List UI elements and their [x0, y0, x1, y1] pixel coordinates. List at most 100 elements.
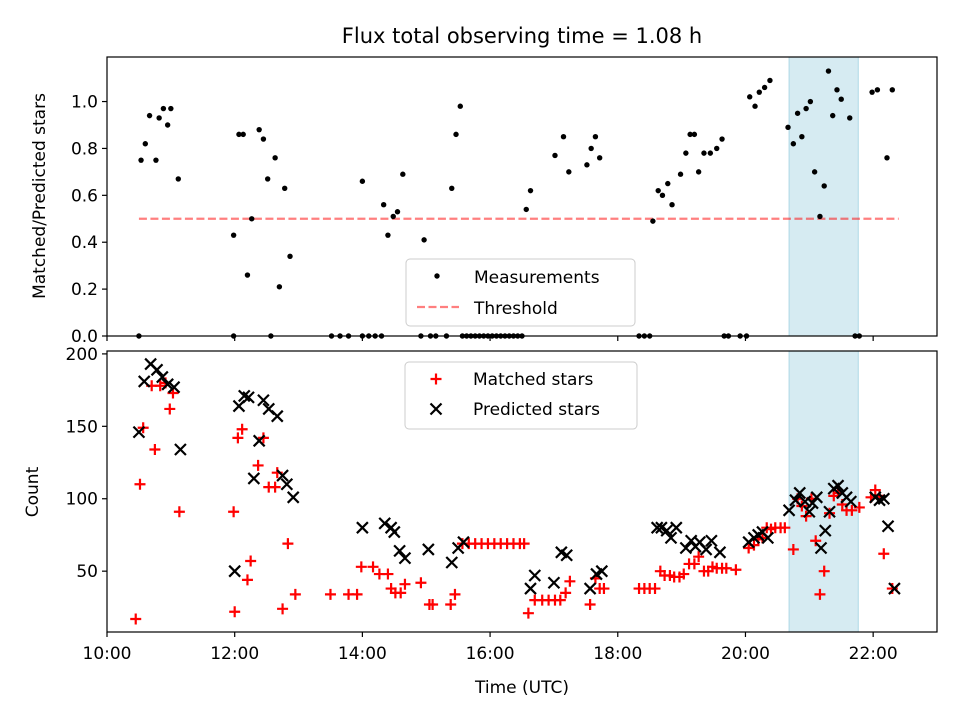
legend-box	[405, 258, 636, 327]
top-panel: 0.0 0.2 0.4 0.6 0.8 1.0 Measurements Threshold	[71, 56, 938, 347]
y-tick-label: 100	[66, 490, 98, 510]
data-point	[272, 155, 278, 161]
data-point	[229, 606, 241, 618]
y-tick-label: 0.2	[71, 280, 98, 300]
data-point	[245, 555, 257, 567]
data-point	[803, 105, 809, 112]
data-point	[761, 531, 775, 545]
data-point	[415, 577, 427, 589]
data-point	[811, 169, 818, 175]
data-point	[881, 519, 895, 533]
data-point	[168, 105, 174, 112]
legend-label-predicted: Predicted stars	[473, 400, 600, 420]
data-point	[869, 89, 875, 95]
data-point	[767, 77, 773, 84]
data-point	[707, 150, 714, 156]
data-point	[803, 505, 816, 519]
legend-marker-predicted	[429, 402, 443, 416]
data-point	[834, 87, 840, 93]
data-point	[789, 493, 802, 507]
data-point	[714, 145, 720, 152]
data-point	[287, 253, 293, 259]
data-point	[422, 543, 435, 556]
data-point	[388, 525, 401, 539]
data-point	[701, 150, 707, 156]
data-point	[228, 564, 241, 578]
data-point	[289, 588, 301, 600]
legend-top: Measurements Threshold	[405, 258, 636, 327]
data-point	[286, 491, 300, 504]
data-point	[825, 68, 832, 74]
data-point	[665, 180, 671, 187]
data-point	[687, 131, 693, 138]
data-point	[752, 103, 758, 109]
data-point	[747, 94, 753, 100]
data-point	[560, 587, 572, 599]
data-point	[650, 521, 664, 534]
data-point	[518, 538, 530, 550]
data-point	[445, 556, 459, 569]
data-point	[649, 583, 661, 595]
data-point	[761, 84, 768, 91]
data-point	[810, 535, 822, 547]
y-tick-label: 0.8	[71, 139, 98, 159]
y-tick-label: 0.6	[71, 186, 98, 206]
data-point	[130, 613, 142, 625]
data-point	[395, 587, 407, 599]
data-point	[584, 598, 596, 610]
data-point	[794, 110, 801, 116]
data-point	[650, 218, 656, 224]
data-point	[457, 103, 463, 109]
series-predicted-stars	[132, 357, 901, 595]
data-point	[730, 564, 742, 576]
data-point	[382, 568, 394, 580]
data-point	[817, 213, 823, 220]
data-point	[823, 505, 836, 519]
data-point	[134, 478, 146, 490]
data-point	[790, 141, 797, 147]
data-point	[244, 272, 251, 278]
x-axis-label: Time (UTC)	[474, 678, 569, 698]
data-point	[830, 112, 836, 119]
legend-marker-measurements	[434, 273, 440, 279]
data-point	[552, 152, 558, 159]
data-point	[269, 481, 281, 493]
y-tick-label: 0.0	[71, 327, 98, 347]
data-point	[782, 504, 796, 517]
data-point	[282, 538, 294, 550]
data-point	[793, 486, 807, 500]
data-point	[889, 87, 896, 93]
data-point	[164, 122, 171, 128]
data-point	[799, 134, 805, 140]
data-point	[256, 126, 262, 133]
data-point	[818, 524, 832, 537]
legend-label-measurements: Measurements	[474, 268, 600, 288]
data-point	[884, 155, 890, 161]
highlight-span	[788, 56, 859, 337]
x-tick-label: 20:00	[721, 644, 770, 664]
data-point	[252, 434, 266, 448]
data-point	[398, 551, 412, 565]
data-point	[524, 582, 537, 595]
data-point	[385, 232, 391, 238]
bottom-panel: 50 100 150 200 10:00 12:00 14:00 16:00 18:00 20:0…	[66, 345, 938, 664]
x-tick-label: 22:00	[849, 644, 898, 664]
data-point	[691, 131, 698, 138]
data-point	[257, 393, 270, 407]
data-point	[242, 391, 255, 404]
data-point	[457, 535, 470, 549]
data-point	[583, 582, 597, 595]
data-point	[142, 141, 149, 147]
data-point	[276, 469, 289, 482]
data-point	[554, 594, 566, 606]
data-point	[814, 588, 826, 600]
data-point	[785, 124, 791, 131]
data-point	[359, 178, 366, 184]
data-point	[280, 477, 294, 491]
data-point	[683, 150, 689, 156]
data-point	[324, 588, 336, 600]
data-point	[831, 479, 845, 492]
data-point	[161, 378, 174, 391]
data-point	[699, 543, 713, 556]
data-point	[659, 192, 666, 199]
